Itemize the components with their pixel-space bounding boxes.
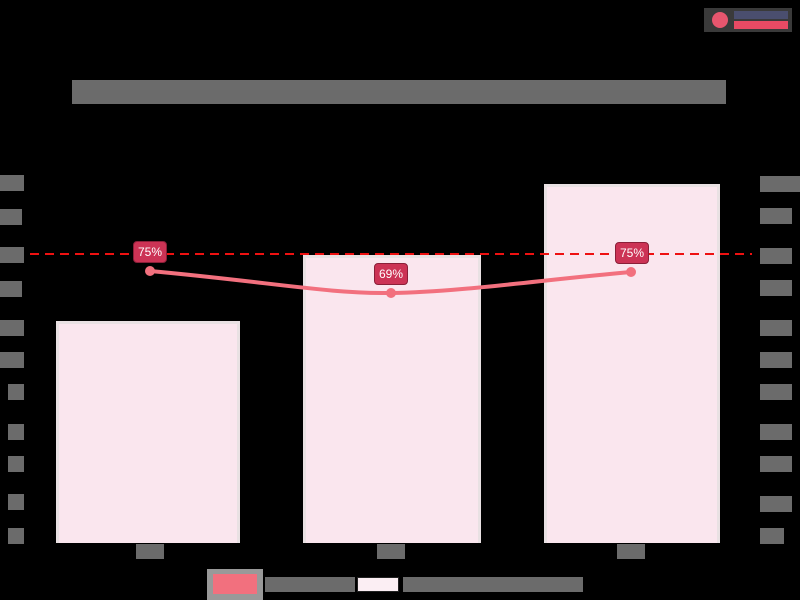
point-label: 75% [133, 241, 168, 263]
x-tick-label: [cat 2] [377, 544, 405, 559]
right-tick-label: 200 [760, 456, 792, 472]
right-tick-label: 700 [760, 280, 792, 296]
left-tick-label: 70% [0, 281, 22, 297]
point-label: 75% [615, 242, 650, 264]
left-tick-label: 20% [8, 456, 24, 472]
logo-wordmark-top [734, 11, 788, 19]
left-tick-label: 80% [0, 247, 24, 263]
left-tick-label: 60% [0, 320, 24, 336]
brand-logo [704, 8, 792, 32]
legend-swatch-line-color [213, 574, 257, 594]
left-tick-label: 100% [0, 175, 24, 191]
left-tick-label: 40% [8, 384, 24, 400]
logo-globe-icon [712, 12, 728, 28]
legend-label-line[interactable]: [line series] [265, 577, 355, 592]
left-tick-label: 50% [0, 352, 24, 368]
right-tick-label: 400 [760, 384, 792, 400]
left-tick-label: 30% [8, 424, 24, 440]
left-tick-label: 0% [8, 528, 24, 544]
right-tick-label: 900 [760, 208, 792, 224]
line-point [626, 267, 636, 277]
legend-swatch-line[interactable] [207, 569, 263, 600]
right-tick-label: 0 [760, 528, 784, 544]
point-label: 69% [374, 263, 409, 285]
chart-title: [redacted chart title] [72, 80, 726, 104]
legend-label-bar[interactable]: [bar series] [403, 577, 583, 592]
left-tick-label: 90% [0, 209, 22, 225]
left-tick-label: 10% [8, 494, 24, 510]
logo-wordmark-bottom [734, 21, 788, 29]
right-tick-label: 300 [760, 424, 792, 440]
bar-category-1[interactable] [56, 321, 240, 543]
bar-category-2[interactable] [303, 255, 481, 543]
x-tick-label: [cat 3] [617, 544, 645, 559]
line-point [145, 266, 155, 276]
right-tick-label: 500 [760, 352, 792, 368]
legend-swatch-bar[interactable] [357, 577, 399, 592]
x-tick-label: [cat 1] [136, 544, 164, 559]
line-point [386, 288, 396, 298]
right-tick-label: 800 [760, 248, 792, 264]
right-tick-label: 100 [760, 496, 792, 512]
right-tick-label: 1000 [760, 176, 800, 192]
right-tick-label: 600 [760, 320, 792, 336]
